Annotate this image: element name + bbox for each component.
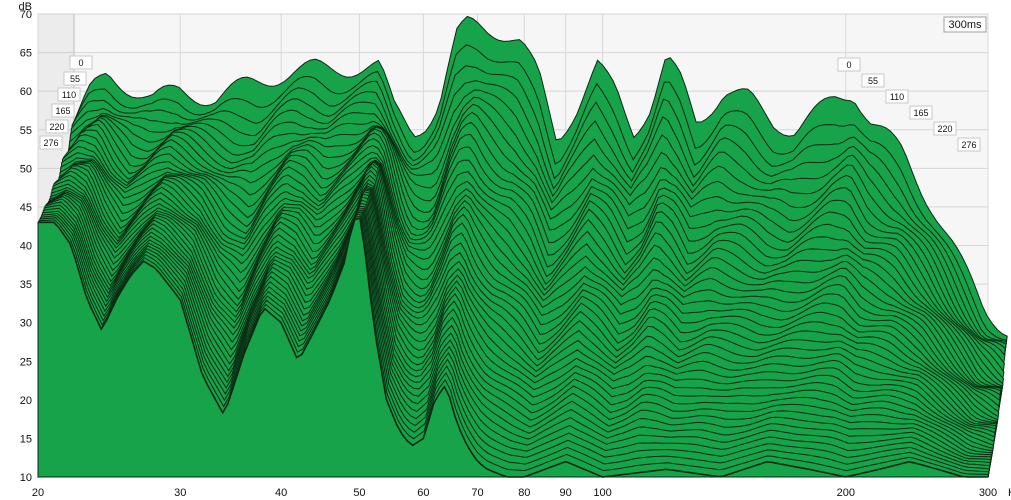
time-tag-right: 165 xyxy=(913,108,928,118)
front-curve xyxy=(38,216,988,478)
x-axis-unit: Hz xyxy=(1008,487,1011,499)
time-badge-box xyxy=(943,16,987,33)
y-tick-label: 60 xyxy=(20,86,32,98)
y-tick-label: 45 xyxy=(20,202,32,214)
time-tag-box xyxy=(909,105,933,120)
time-tag-right: 276 xyxy=(961,140,976,150)
time-tag-left: 55 xyxy=(70,74,80,84)
x-tick-label: 60 xyxy=(417,487,429,499)
y-tick-label: 15 xyxy=(20,433,32,445)
time-tag-box xyxy=(885,89,909,104)
x-axis: 20 30 40 50 60 70 80 90 100 200 300 Hz xyxy=(32,487,1011,499)
y-tick-label: 70 xyxy=(20,9,32,21)
time-tag-box xyxy=(861,73,885,88)
time-tag-box xyxy=(45,119,69,134)
y-tick-label: 65 xyxy=(20,48,32,60)
time-tag-left: 220 xyxy=(49,122,64,132)
time-tag-left: 110 xyxy=(62,90,76,100)
x-tick-label: 30 xyxy=(174,487,186,499)
time-tag-right: 0 xyxy=(846,60,851,70)
time-tag-right: 55 xyxy=(868,76,878,86)
time-badge: 300ms xyxy=(943,16,987,33)
waterfall-slices xyxy=(37,15,1008,478)
y-tick-label: 55 xyxy=(20,125,32,137)
x-tick-label: 90 xyxy=(560,487,572,499)
time-tag-box xyxy=(957,137,981,152)
time-labels-left: 0 55 110 165 220 276 xyxy=(39,55,93,150)
time-tag-box xyxy=(69,55,93,70)
time-tag-box xyxy=(51,103,75,118)
x-tick-label: 40 xyxy=(275,487,287,499)
y-tick-label: 30 xyxy=(20,318,32,330)
x-tick-label: 200 xyxy=(837,487,855,499)
y-axis-unit: dB xyxy=(19,1,32,13)
y-tick-label: 40 xyxy=(20,241,32,253)
y-tick-label: 35 xyxy=(20,279,32,291)
time-tag-box xyxy=(39,135,63,150)
time-tag-right: 220 xyxy=(937,124,952,134)
time-tag-left: 165 xyxy=(55,106,70,116)
time-tag-right: 110 xyxy=(890,92,904,102)
y-tick-label: 50 xyxy=(20,163,32,175)
x-tick-label: 50 xyxy=(353,487,365,499)
y-tick-label: 20 xyxy=(20,395,32,407)
time-tag-left: 0 xyxy=(78,58,83,68)
time-badge-text: 300ms xyxy=(948,19,982,31)
y-tick-label: 25 xyxy=(20,356,32,368)
x-tick-label: 80 xyxy=(518,487,530,499)
y-tick-label: 10 xyxy=(20,472,32,484)
time-tag-box xyxy=(63,71,87,86)
time-tag-box xyxy=(837,57,861,72)
time-tag-box xyxy=(933,121,957,136)
time-labels-right: 0 55 110 165 220 276 xyxy=(837,57,981,152)
x-tick-label: 20 xyxy=(32,487,44,499)
time-tag-left: 276 xyxy=(43,138,58,148)
x-tick-label: 300 xyxy=(979,487,997,499)
x-tick-label: 100 xyxy=(593,487,611,499)
x-tick-label: 70 xyxy=(471,487,483,499)
time-tag-box xyxy=(57,87,81,102)
